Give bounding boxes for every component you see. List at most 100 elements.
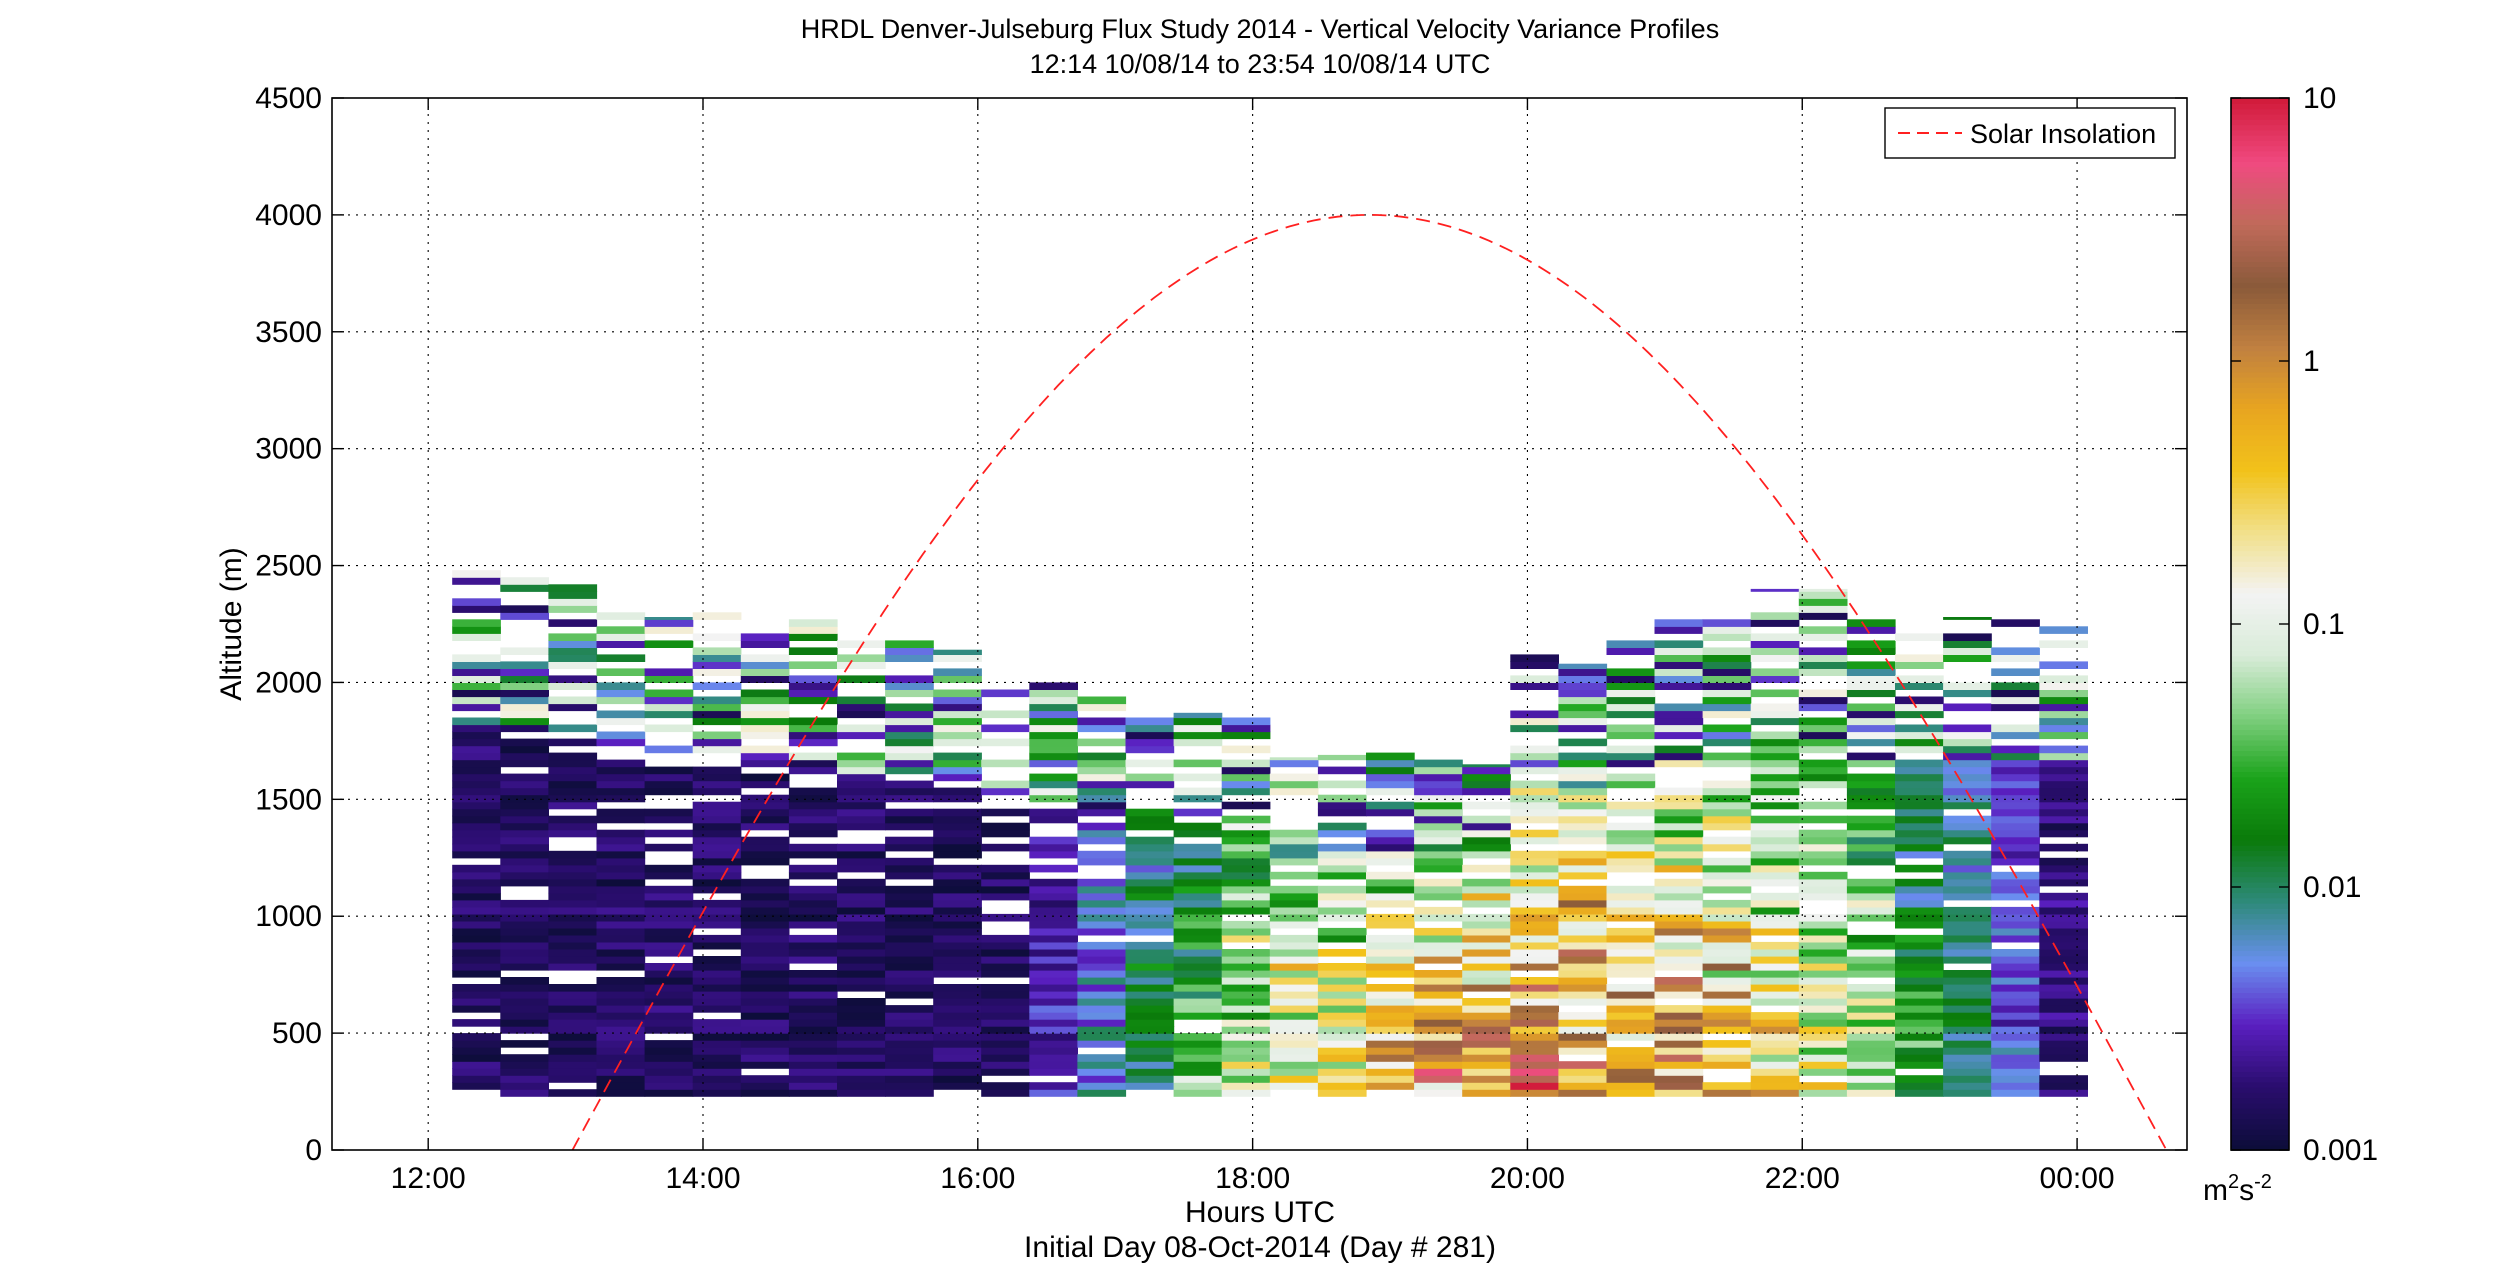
heatmap-cell (500, 647, 549, 655)
heatmap-cell (1606, 1019, 1656, 1027)
heatmap-cell (500, 1068, 549, 1076)
heatmap-cell (1029, 682, 1078, 690)
heatmap-cell (1991, 963, 2040, 971)
heatmap-cell (2039, 724, 2088, 733)
heatmap-cell (1366, 808, 1415, 817)
heatmap-cell (644, 871, 694, 880)
colorbar-segment (2231, 376, 2289, 383)
colorbar-segment (2231, 524, 2289, 531)
heatmap-cell (1895, 970, 1944, 978)
heatmap-cell (452, 703, 501, 712)
heatmap-cell (1077, 885, 1127, 894)
heatmap-cell (837, 752, 886, 761)
heatmap-cell (740, 963, 790, 971)
heatmap-cell (548, 766, 598, 775)
heatmap-cell (1366, 949, 1415, 957)
colorbar-segment (2231, 1029, 2289, 1036)
colorbar-segment (2231, 1102, 2289, 1109)
heatmap-cell (1702, 977, 1752, 985)
heatmap-cell (1462, 892, 1511, 901)
heatmap-cell (1414, 927, 1463, 936)
heatmap-cell (933, 1012, 982, 1020)
heatmap-cell (500, 605, 549, 613)
heatmap-cell (1462, 927, 1511, 936)
heatmap-cell (500, 836, 549, 845)
heatmap-cell (1125, 1026, 1175, 1034)
heatmap-cell (788, 949, 838, 957)
heatmap-cell (1125, 913, 1175, 922)
heatmap-cell (1366, 1012, 1415, 1020)
heatmap-cell (740, 941, 790, 950)
heatmap-cell (981, 956, 1030, 964)
heatmap-cell (885, 822, 934, 831)
colorbar-segment (2231, 734, 2289, 741)
heatmap-cell (2039, 1054, 2088, 1062)
heatmap-cell (500, 689, 549, 698)
colorbar-segment (2231, 245, 2289, 252)
heatmap-cell (1750, 1082, 1800, 1090)
heatmap-cell (1366, 836, 1415, 845)
heatmap-cell (788, 787, 838, 796)
heatmap-cell (2039, 1005, 2088, 1013)
heatmap-cell (1606, 836, 1656, 845)
heatmap-cell (1221, 927, 1271, 936)
heatmap-cell (692, 934, 742, 943)
heatmap-cell (1750, 1075, 1800, 1083)
heatmap-cell (981, 1012, 1030, 1020)
heatmap-cell (2039, 970, 2088, 978)
heatmap-cell (1462, 1047, 1511, 1055)
heatmap-cell (933, 927, 982, 936)
colorbar-segment (2231, 439, 2289, 446)
x-axis-label: Hours UTC (1185, 1196, 1335, 1229)
heatmap-cell (837, 787, 886, 796)
heatmap-cell (1366, 759, 1415, 768)
heatmap-cell (452, 956, 501, 964)
heatmap-cell (1029, 899, 1078, 908)
heatmap-cell (1558, 977, 1608, 985)
heatmap-cell (1606, 822, 1656, 831)
heatmap-cell (788, 998, 838, 1006)
heatmap-cell (1221, 836, 1271, 845)
heatmap-cell (1654, 864, 1704, 873)
colorbar-segment (2231, 513, 2289, 520)
heatmap-cell (644, 773, 694, 782)
heatmap-cell (500, 1082, 549, 1090)
heatmap-cell (1510, 724, 1559, 733)
heatmap-cell (1895, 1019, 1944, 1027)
heatmap-cell (548, 892, 598, 901)
heatmap-cell (1125, 773, 1175, 782)
heatmap-cell (1510, 906, 1559, 915)
heatmap-cell (1846, 836, 1896, 845)
colorbar-segment (2231, 1007, 2289, 1015)
colorbar-segment (2231, 1034, 2289, 1041)
heatmap-cell (740, 752, 790, 761)
heatmap-cell (1943, 1075, 1992, 1083)
heatmap-cell (1895, 1033, 1944, 1041)
heatmap-cell (1702, 710, 1752, 719)
heatmap-cell (933, 878, 982, 887)
heatmap-cell (548, 998, 598, 1006)
heatmap-cell (1029, 689, 1078, 698)
heatmap-cell (1606, 949, 1656, 957)
heatmap-cell (500, 808, 549, 817)
heatmap-cell (1366, 899, 1415, 908)
heatmap-cell (1654, 906, 1704, 915)
colorbar-segment (2231, 318, 2289, 325)
heatmap-cell (1558, 941, 1608, 950)
heatmap-cell (1462, 920, 1511, 929)
heatmap-cell (1895, 991, 1944, 999)
heatmap-cell (1846, 1040, 1896, 1048)
heatmap-cell (1654, 1075, 1704, 1083)
heatmap-cell (885, 745, 934, 754)
heatmap-cell (1846, 1012, 1896, 1020)
heatmap-cell (1750, 787, 1800, 796)
heatmap-cell (1221, 717, 1271, 726)
heatmap-cell (644, 619, 694, 627)
heatmap-cell (1654, 1019, 1704, 1027)
heatmap-cell (788, 1026, 838, 1034)
heatmap-cell (885, 949, 934, 957)
heatmap-cell (1269, 1012, 1319, 1020)
heatmap-cell (1895, 654, 1944, 662)
heatmap-cell (1846, 661, 1896, 669)
heatmap-cell (1606, 1082, 1656, 1090)
